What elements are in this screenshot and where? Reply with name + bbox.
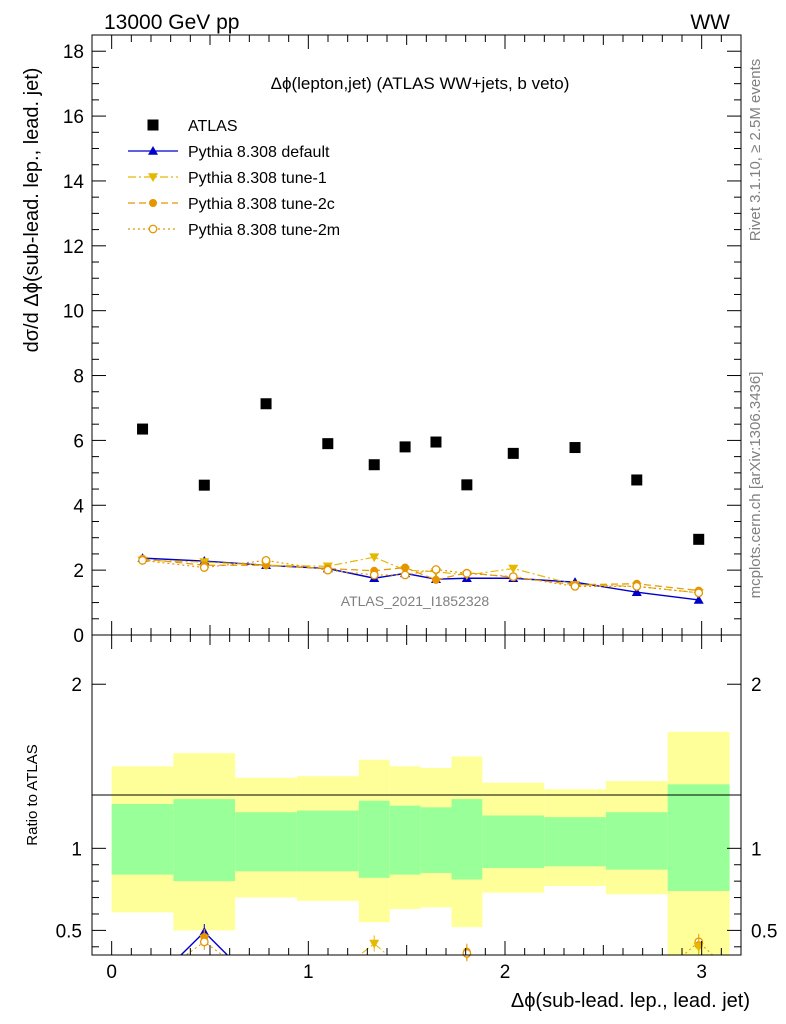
legend-label: Pythia 8.308 tune-2m [188,222,340,239]
ratio-y-tick-label: 1 [751,839,762,860]
x-axis-label: Δϕ(sub-lead. lep., lead. jet) [511,990,750,1012]
y-tick-label: 18 [63,42,84,63]
data-point [462,568,472,578]
series-0 [137,398,705,545]
y-tick-label: 4 [73,496,84,517]
ratio-markers [199,924,704,962]
y-tick-label: 14 [63,172,85,193]
data-point [570,581,580,591]
data-point [400,570,410,580]
x-tick-label: 0 [106,962,117,983]
green-band [451,799,483,880]
main-panel: 0 2 4 6 8 10 12 14 16 18 Δϕ(lepton,jet) (ATLAS WW… [21,34,742,647]
ratio-axis-ticks: 0.5 0.5 1 1 2 2 0 1 2 3 [56,635,777,983]
legend-label: Pythia 8.308 tune-2c [188,196,335,213]
data-point [507,447,519,459]
legend: ATLAS Pythia 8.308 default Pythia 8.308 tu… [128,118,340,239]
legend-marker [148,173,158,182]
legend-marker [148,146,158,155]
green-band [420,807,452,873]
series-line [142,559,699,594]
x-tick-label: 2 [500,962,511,983]
ratio-y-tick-label: 2 [71,675,82,696]
ratio-marker [199,937,209,947]
green-band [296,810,359,872]
data-point [261,556,271,565]
data-point [632,581,642,591]
legend-label: Pythia 8.308 default [188,144,330,161]
main-axis-ticks: 0 2 4 6 8 10 12 14 16 18 [63,35,741,647]
legend-marker [147,119,159,131]
ratio-lines [179,931,714,955]
green-band [544,817,606,867]
legend-label: ATLAS [188,118,238,135]
data-point [430,436,442,448]
data-point [323,565,333,575]
y-tick-label: 12 [63,237,84,258]
data-point [368,459,380,471]
data-point [431,565,441,574]
series-4 [138,556,704,598]
green-band [358,800,390,878]
ratio-marker [462,948,472,958]
data-point [693,533,705,545]
data-point [508,564,519,574]
x-tick-label: 1 [303,962,314,983]
mcplots-label: mcplots.cern.ch [arXiv:1306.3436] [747,372,764,599]
y-tick-label: 8 [73,367,84,388]
data-point [631,474,643,486]
data-point [199,563,209,572]
data-point [198,479,210,491]
green-band [235,812,297,872]
data-point [694,588,704,598]
green-band [389,805,421,875]
green-band [111,804,174,875]
ratio-y-tick-label: 1 [71,839,82,860]
green-band [482,815,545,869]
data-point [322,438,334,450]
x-tick-label: 3 [696,962,707,983]
data-point [369,570,379,580]
y-tick-label: 10 [63,302,84,323]
data-point [137,423,149,435]
legend-label: Pythia 8.308 tune-1 [188,170,327,187]
data-point [569,442,581,454]
ratio-frame [91,634,742,956]
data-point [461,479,473,491]
y-tick-label: 6 [73,431,84,452]
data-point [431,575,440,584]
data-point [401,563,410,572]
main-series-layer [137,398,705,604]
data-point [138,556,147,565]
ratio-y-tick-label: 0.5 [751,921,777,942]
data-point [631,587,642,596]
green-band [173,799,236,882]
y-tick-label: 2 [73,561,84,582]
ratio-y-tick-label: 0.5 [56,921,82,942]
series-line [142,558,699,592]
ratio-bands [111,731,730,955]
green-band [605,812,668,870]
header-left: 13000 GeV pp [104,11,239,34]
data-point [508,572,518,582]
watermark-label: ATLAS_2021_I1852328 [341,593,490,609]
ratio-panel: 0.5 0.5 1 1 2 2 0 1 2 3 Ratio to ATLAS Δϕ(sub-lea… [24,634,777,1012]
legend-marker [148,224,158,234]
data-point [369,553,380,563]
ratio-marker [369,939,380,949]
y-tick-label: 16 [63,107,84,128]
rivet-label: Rivet 3.1.10, ≥ 2.5M events [747,59,764,242]
data-point [399,441,411,453]
chart-title: Δϕ(lepton,jet) (ATLAS WW+jets, b veto) [271,74,570,93]
main-y-label: dσ/d Δϕ(sub-lead. lep., lead. jet) [21,68,43,353]
green-band [667,784,730,891]
y-tick-label: 0 [73,626,84,647]
data-point [693,594,704,604]
ratio-y-tick-label: 2 [751,675,762,696]
header-right: WW [690,11,730,34]
ratio-y-label: Ratio to ATLAS [24,744,41,845]
legend-marker [149,199,157,207]
data-point [260,398,272,410]
